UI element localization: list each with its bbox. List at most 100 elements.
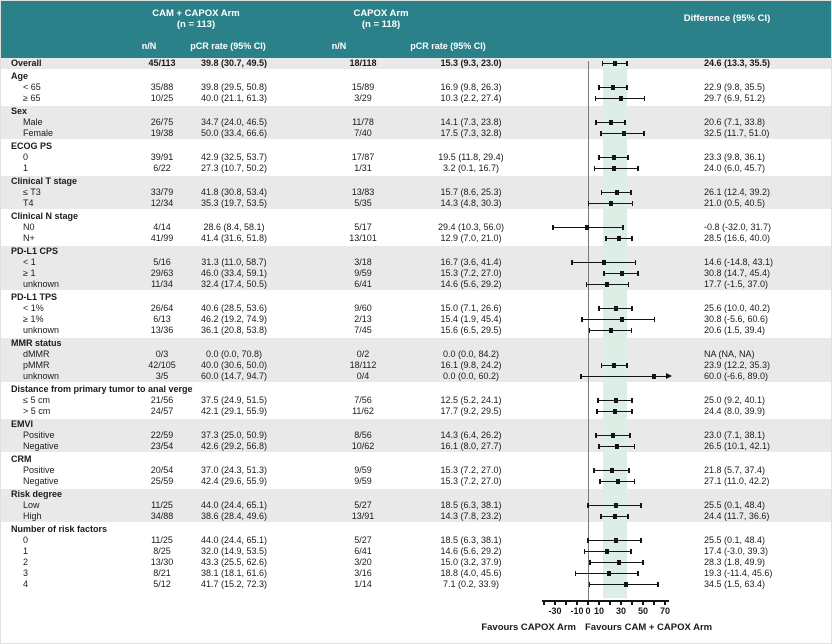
arm2-pcr-value: 16.9 (9.8, 26.3) [440,82,502,92]
subgroup-label: Sex [11,106,28,116]
arm1-nN-value: 3/5 [155,371,169,381]
arm1-pcr-value: 37.5 (24.9, 51.5) [200,395,268,405]
ci-end-cap [626,362,628,369]
difference-value [704,292,830,303]
ci-end-cap [574,570,577,577]
arm1-nN-value: 11/25 [151,535,173,545]
subgroup-label: 0 [23,152,29,162]
axis-tick-label: -10 [570,606,584,616]
ci-end-cap [640,537,643,544]
subgroup-label: Positive [23,430,55,440]
arm2-pcr-value: 17.7 (9.2, 29.5) [440,406,502,416]
ci-end-cap [588,581,591,588]
point-estimate-marker [617,560,622,565]
subgroup-block: Risk degree Low 11/25 44.0 (24.4, 65.1) … [1,489,831,522]
axis-tick-label: 30 [615,606,626,616]
overall-ci-band [602,58,628,598]
difference-value: NA (NA, NA) [704,349,755,359]
group-header-row: Sex [1,106,831,117]
group-header-row: PD-L1 TPS [1,292,831,303]
difference-value: 24.6 (13.3, 35.5) [704,58,771,68]
data-row: < 1 5/16 31.3 (11.0, 58.7) 3/18 16.7 (3.… [1,257,831,268]
arm1-pcr-value: 40.0 (21.1, 61.3) [200,93,268,103]
arm1-pcr-value: 42.9 (32.5, 53.7) [200,152,268,162]
arm1-pcr-value: 44.0 (24.4, 65.1) [200,535,268,545]
arm2-nN-value: 5/17 [354,222,372,232]
ci-line [589,583,658,586]
difference-value: 24.0 (6.0, 45.7) [704,163,766,173]
axis-tick [543,600,545,605]
subgroup-label: Number of risk factors [11,524,108,534]
arm2-header: CAPOX Arm (n = 118) [306,8,456,30]
subgroup-label: dMMR [23,349,50,359]
data-row: < 65 35/88 39.8 (29.5, 50.8) 15/89 16.9 … [1,82,831,93]
arm1-pcr-value: 32.4 (17.4, 50.5) [200,279,268,289]
arm1-nN-value: 22/59 [150,430,174,440]
point-estimate-marker [612,409,617,414]
arm2-nN-value [333,454,393,465]
axis-tick [653,600,655,605]
x-axis-line [541,600,670,602]
subgroup-label: Clinical T stage [11,176,78,186]
ci-end-cap [594,95,597,102]
ci-end-cap [570,259,573,266]
arm1-nN-value: 20/54 [150,465,174,475]
ci-end-cap [597,397,599,404]
axis-tick [642,600,644,605]
axis-tick [587,600,589,605]
axis-tick-label: -30 [548,606,562,616]
arm1-header: CAM + CAPOX Arm (n = 113) [121,8,271,30]
data-row: dMMR 0/3 0.0 (0.0, 70.8) 0/2 0.0 (0.0, 8… [1,349,831,360]
group-header-row: MMR status [1,338,831,349]
ci-end-cap [587,537,589,544]
arm1-nN-value: 25/59 [150,476,174,486]
arm2-pcr-value [415,384,527,395]
ci-end-cap [595,119,597,126]
arm1-pcr-value [178,211,290,222]
subgroup-block: ECOG PS 0 39/91 42.9 (32.5, 53.7) 17/87 … [1,141,831,174]
arm1-pcr-value: 37.3 (25.0, 50.9) [200,430,268,440]
arm2-pcr-value [415,141,527,152]
arm1-nN-value: 8/25 [153,546,171,556]
data-row: ≥ 65 10/25 40.0 (21.1, 61.3) 3/29 10.3 (… [1,93,831,104]
arm2-nN-value: 0/4 [356,371,370,381]
arm2-nN-value: 1/31 [354,163,372,173]
arm2-pcr-value [415,338,527,349]
ci-end-cap [627,513,630,520]
point-estimate-marker [615,444,620,449]
axis-tick-label: 10 [593,606,604,616]
arm2-nN-value [333,141,393,152]
arm2-pcr-header: pCR rate (95% CI) [410,41,486,51]
difference-value: 34.5 (1.5, 63.4) [704,579,766,589]
arm2-nN-value: 11/62 [352,406,374,416]
ci-end-cap [600,130,602,137]
subgroup-label: Risk degree [11,489,63,499]
arm2-nN-value: 0/2 [356,349,370,359]
arm1-pcr-value [178,106,290,117]
arm2-pcr-value: 14.6 (5.6, 29.2) [440,546,502,556]
group-header-row: Distance from primary tumor to anal verg… [1,384,831,395]
arm1-nN-value: 10/25 [150,93,174,103]
arm2-nN-value [333,176,393,187]
point-estimate-marker [611,155,616,160]
subgroup-label: > 5 cm [23,406,51,416]
arm2-nN-value: 18/112 [349,360,377,370]
point-estimate-marker [617,236,622,241]
arm2-nN-value [333,292,393,303]
arm2-nN-value [333,106,393,117]
subgroup-label: ECOG PS [11,141,53,151]
ci-line [594,167,639,170]
subgroup-label: pMMR [23,360,50,370]
arm1-nN-value: 4/14 [153,222,171,232]
ci-line [581,318,655,321]
axis-tick-label: 70 [659,606,670,616]
arm2-pcr-value [415,489,527,500]
arm2-nN-value [333,246,393,257]
arm2-nN-value: 3/18 [354,257,372,267]
arm2-pcr-value: 18.5 (6.3, 38.1) [440,500,502,510]
difference-value: 26.1 (12.4, 39.2) [704,187,771,197]
data-row: 1 6/22 27.3 (10.7, 50.2) 1/31 3.2 (0.1, … [1,163,831,174]
subgroup-block: EMVI Positive 22/59 37.3 (25.0, 50.9) 8/… [1,419,831,452]
ci-end-cap [627,281,630,288]
ci-end-cap [601,60,604,67]
